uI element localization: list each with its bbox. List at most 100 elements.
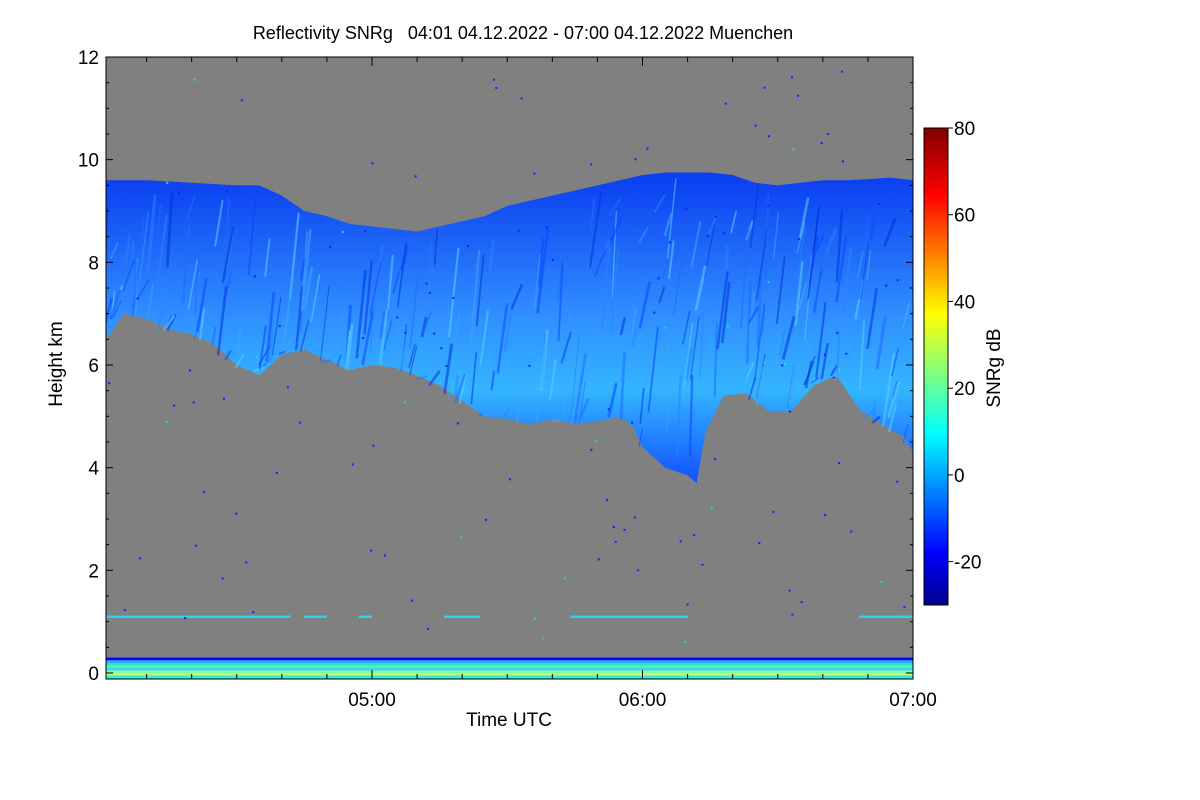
cloud-streak bbox=[761, 307, 766, 336]
cloud-streak bbox=[684, 348, 693, 381]
cloud-streak bbox=[610, 283, 616, 333]
noise-speckle bbox=[723, 232, 726, 235]
cloud-streak bbox=[887, 381, 901, 418]
cloud-streak bbox=[195, 271, 201, 294]
clutter-band bbox=[106, 675, 913, 679]
cloud-streak bbox=[469, 249, 481, 342]
cloud-streak bbox=[396, 243, 408, 308]
cloud-streak bbox=[146, 195, 157, 276]
cloud-streak bbox=[638, 227, 649, 244]
noise-speckle bbox=[634, 158, 637, 161]
cloud-streak bbox=[588, 192, 603, 268]
noise-speckle bbox=[534, 617, 536, 620]
noise-speckle bbox=[833, 376, 836, 379]
cloud-streak bbox=[607, 382, 618, 418]
cloud-streak bbox=[870, 211, 876, 241]
cloud-streak bbox=[694, 265, 707, 311]
cloud-streak bbox=[400, 326, 406, 371]
noise-speckle bbox=[173, 404, 176, 407]
colorbar-label: SNRg dB bbox=[984, 328, 1005, 407]
noise-speckle bbox=[614, 540, 617, 543]
clutter-band bbox=[106, 672, 913, 676]
cloud-streak bbox=[181, 224, 191, 304]
cloud-streak bbox=[106, 297, 114, 328]
noise-speckle bbox=[631, 421, 634, 424]
noise-speckle bbox=[240, 99, 243, 102]
cloud-streak bbox=[682, 310, 691, 345]
noise-speckle bbox=[275, 471, 278, 474]
cloud-streak bbox=[427, 242, 432, 320]
y-tick-label: 4 bbox=[88, 459, 99, 480]
noise-speckle bbox=[136, 297, 139, 300]
noise-speckle bbox=[845, 352, 848, 355]
cloud-streak bbox=[196, 277, 208, 332]
cloud-streak bbox=[333, 269, 342, 292]
cloud-streak bbox=[157, 289, 169, 329]
noise-speckle bbox=[707, 234, 710, 237]
cloud-streak bbox=[599, 239, 612, 258]
cloud-streak bbox=[214, 199, 224, 247]
noise-speckle bbox=[222, 397, 225, 400]
cloud-streak bbox=[706, 215, 718, 237]
cloud-streak bbox=[515, 385, 523, 423]
noise-speckle bbox=[341, 231, 344, 234]
noise-speckle bbox=[440, 347, 443, 350]
noise-speckle bbox=[383, 554, 386, 557]
cloud-streak bbox=[860, 398, 866, 413]
noise-speckle bbox=[679, 540, 682, 543]
noise-speckle bbox=[286, 386, 289, 389]
cloud-streak bbox=[551, 419, 562, 423]
cloud-streak bbox=[764, 193, 770, 277]
cloud-streak bbox=[111, 290, 116, 313]
noise-speckle bbox=[612, 526, 615, 528]
noise-speckle bbox=[798, 237, 801, 240]
noise-speckle bbox=[668, 241, 671, 244]
cloud-streak bbox=[608, 197, 622, 217]
noise-speckle bbox=[255, 355, 258, 358]
noise-speckle bbox=[791, 613, 794, 616]
noise-speckle bbox=[193, 78, 196, 81]
cloud-streak bbox=[866, 250, 871, 280]
cloud-streak bbox=[510, 283, 524, 310]
cloud-streak bbox=[798, 197, 810, 239]
cloud-streak bbox=[479, 310, 490, 366]
noise-speckle bbox=[885, 284, 888, 287]
cloud-streak bbox=[660, 258, 672, 279]
noise-speckle bbox=[460, 536, 463, 539]
colorbar-tick-label: 20 bbox=[954, 379, 975, 400]
cloud-streak bbox=[106, 206, 109, 271]
noise-speckle bbox=[710, 506, 713, 509]
cloud-streak bbox=[383, 319, 393, 351]
cloud-streak bbox=[234, 353, 245, 369]
noise-speckle bbox=[371, 162, 374, 165]
cloud-streak bbox=[647, 326, 659, 414]
cloud-streak bbox=[634, 412, 641, 440]
cloud-streak bbox=[804, 355, 816, 386]
y-tick-label: 2 bbox=[88, 561, 99, 582]
noise-speckle bbox=[836, 331, 839, 334]
y-tick-label: 10 bbox=[78, 151, 99, 172]
cloud-streak bbox=[866, 287, 878, 349]
cloud-streak bbox=[820, 342, 830, 380]
clutter-band bbox=[106, 670, 913, 674]
noise-speckle bbox=[758, 542, 761, 545]
noise-speckle bbox=[684, 640, 687, 643]
cloud-streak bbox=[730, 210, 738, 234]
clutter-band bbox=[106, 660, 913, 664]
noise-speckle bbox=[364, 230, 367, 232]
noise-speckle bbox=[351, 463, 354, 466]
cloud-streak bbox=[824, 227, 838, 256]
cloud-streak bbox=[573, 353, 587, 424]
cloud-streak bbox=[858, 319, 866, 390]
cloud-streak bbox=[475, 254, 485, 327]
colorbar-tick-label: 0 bbox=[954, 466, 965, 487]
noise-speckle bbox=[192, 401, 195, 404]
clutter-band bbox=[106, 665, 913, 669]
cloud-streak bbox=[769, 269, 776, 293]
cloud-streak bbox=[786, 365, 795, 409]
noise-speckle bbox=[298, 421, 301, 424]
x-axis: 05:00 06:00 07:00 bbox=[146, 57, 937, 711]
cloud-streak bbox=[363, 260, 373, 335]
noise-speckle bbox=[252, 611, 255, 614]
cloud-streak bbox=[570, 368, 583, 424]
